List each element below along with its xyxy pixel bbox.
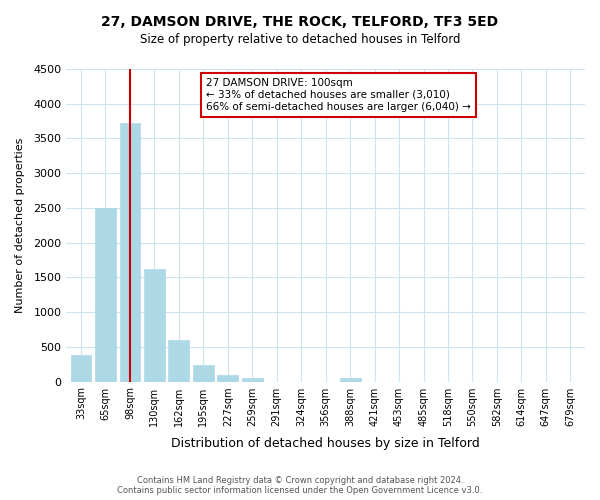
Bar [217, 376, 238, 382]
Text: Size of property relative to detached houses in Telford: Size of property relative to detached ho… [140, 32, 460, 46]
Bar [119, 123, 140, 382]
Bar [340, 378, 361, 382]
Bar [193, 365, 214, 382]
Bar [95, 208, 116, 382]
Bar [242, 378, 263, 382]
Y-axis label: Number of detached properties: Number of detached properties [15, 138, 25, 313]
Text: 27 DAMSON DRIVE: 100sqm
← 33% of detached houses are smaller (3,010)
66% of semi: 27 DAMSON DRIVE: 100sqm ← 33% of detache… [206, 78, 471, 112]
Bar [144, 269, 165, 382]
Bar [71, 355, 91, 382]
Bar [169, 340, 189, 382]
Text: Contains HM Land Registry data © Crown copyright and database right 2024.
Contai: Contains HM Land Registry data © Crown c… [118, 476, 482, 495]
X-axis label: Distribution of detached houses by size in Telford: Distribution of detached houses by size … [171, 437, 480, 450]
Text: 27, DAMSON DRIVE, THE ROCK, TELFORD, TF3 5ED: 27, DAMSON DRIVE, THE ROCK, TELFORD, TF3… [101, 15, 499, 29]
